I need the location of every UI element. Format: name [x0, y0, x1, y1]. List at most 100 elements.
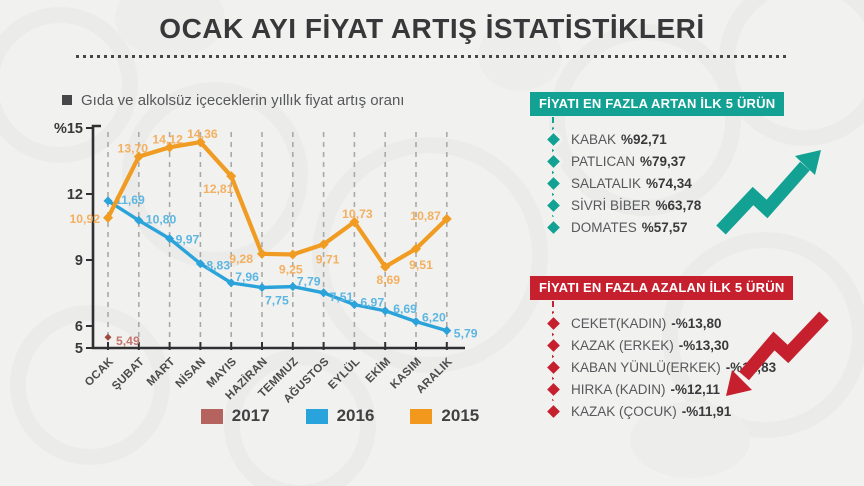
data-point-marker-2015 [195, 137, 206, 148]
data-point-label-2016: 7,79 [297, 275, 321, 289]
data-point-label-2016: 5,79 [454, 327, 478, 341]
product-name: PATLICAN [571, 153, 636, 169]
product-change-value: -%12,11 [670, 381, 721, 397]
diamond-bullet-icon [547, 404, 560, 418]
legend-swatch [200, 408, 223, 424]
chart-legend: 2017 2016 2015 [80, 406, 600, 426]
legend-item-2017: 2017 [200, 406, 270, 426]
top-gainers-panel: FİYATI EN FAZLA ARTAN İLK 5 ÜRÜN KABAK %9… [530, 92, 864, 257]
data-point-label-2016: 9,97 [176, 233, 200, 247]
diamond-bullet-icon [547, 132, 560, 146]
series-line-2016 [107, 199, 448, 333]
data-point-label-2015: 9,51 [409, 258, 433, 272]
data-point-marker-2015 [287, 249, 298, 260]
square-bullet-icon [62, 95, 72, 105]
product-name: SALATALIK [571, 175, 642, 191]
data-point-marker-2016 [380, 306, 390, 316]
data-point-marker-2017 [104, 333, 112, 341]
data-point-label-2017: 5,49 [116, 334, 140, 348]
product-name: KAZAK (ERKEK) [571, 337, 674, 353]
data-point-marker-2016 [103, 196, 113, 206]
product-name: KAZAK (ÇOCUK) [571, 403, 677, 419]
data-point-label-2015: 12,81 [203, 182, 234, 196]
product-list-item: PATLICAN %79,37 [530, 150, 765, 172]
data-point-label-2016: 6,97 [360, 296, 384, 310]
legend-swatch [410, 408, 433, 424]
y-axis-tick-label: %15 [54, 121, 83, 137]
data-point-label-2015: 13,70 [118, 142, 149, 156]
data-point-marker-2015 [257, 248, 267, 259]
data-point-marker-2016 [257, 283, 267, 292]
x-axis-month-label: ŞUBAT [110, 356, 147, 393]
data-point-label-2016: 10,80 [146, 212, 177, 226]
data-point-marker-2016 [411, 317, 421, 327]
product-change-value: %57,57 [641, 219, 688, 235]
data-point-label-2015: 9,28 [229, 252, 253, 266]
product-name: KABAK [571, 131, 617, 147]
page-title: OCAK AYI FİYAT ARTIŞ İSTATİSTİKLERİ [159, 13, 705, 44]
data-point-marker-2016 [288, 282, 298, 292]
data-point-marker-2015 [133, 151, 144, 162]
losers-list: CEKET(KADIN) -%13,80 KAZAK (ERKEK) -%13,30 K… [530, 301, 776, 422]
data-point-label-2016: 7,51 [330, 290, 354, 304]
data-point-marker-2015 [349, 216, 360, 227]
product-change-value: -%11,91 [681, 403, 732, 419]
data-point-marker-2016 [442, 326, 452, 336]
product-change-value: %92,71 [621, 131, 667, 147]
product-change-value: %63,78 [655, 197, 702, 213]
data-point-marker-2015 [164, 142, 175, 153]
product-name: DOMATES [571, 219, 637, 235]
data-point-label-2015: 14,12 [152, 132, 183, 146]
up-trend-arrow-icon [716, 150, 821, 235]
product-change-value: -%13,30 [678, 337, 730, 353]
diamond-bullet-icon [547, 338, 560, 352]
data-point-marker-2016 [349, 300, 359, 310]
losers-header: FİYATI EN FAZLA AZALAN İLK 5 ÜRÜN [530, 276, 794, 300]
dashed-connector-line [552, 301, 554, 411]
chart-subtitle-label: Gıda ve alkolsüz içeceklerin yıllık fiya… [81, 92, 405, 109]
legend-item-2016: 2016 [305, 406, 374, 426]
product-list-item: CEKET(KADIN) -%13,80 [530, 312, 765, 334]
data-point-label-2016: 6,69 [393, 302, 417, 316]
product-change-value: %79,37 [640, 153, 686, 169]
legend-swatch [305, 408, 328, 424]
data-point-marker-2015 [441, 213, 452, 224]
diamond-bullet-icon [547, 316, 560, 330]
down-trend-arrow-icon [726, 311, 829, 396]
x-axis-month-label: EKİM [363, 355, 393, 385]
data-point-label-2015: 9,71 [316, 252, 340, 266]
data-point-label-2016: 7,75 [265, 294, 289, 308]
data-point-label-2015: 8,69 [376, 273, 400, 287]
chart-subtitle: Gıda ve alkolsüz içeceklerin yıllık fiya… [62, 92, 404, 109]
data-point-label-2016: 8,83 [206, 259, 230, 273]
product-list-item: KAZAK (ÇOCUK) -%11,91 [530, 400, 765, 422]
top-losers-panel: FİYATI EN FAZLA AZALAN İLK 5 ÜRÜN CEKET(… [530, 276, 864, 441]
legend-label: 2017 [231, 406, 270, 425]
product-list-item: KAZAK (ERKEK) -%13,30 [530, 334, 765, 356]
product-list-item: KABAK %92,71 [530, 128, 765, 150]
data-point-label-2015: 10,73 [342, 207, 373, 221]
y-axis-tick-label: 5 [75, 341, 83, 357]
data-point-marker-2016 [195, 259, 205, 269]
x-axis-month-label: NİSAN [173, 355, 209, 391]
y-axis-tick-label: 12 [67, 187, 83, 203]
data-point-label-2016: 6,20 [422, 311, 446, 325]
data-point-label-2015: 10,92 [70, 212, 101, 226]
data-point-label-2016: 7,96 [235, 270, 259, 284]
title-dotted-divider [76, 55, 788, 58]
data-point-marker-2016 [165, 234, 175, 244]
legend-item-2015: 2015 [410, 406, 479, 426]
data-point-marker-2015 [226, 171, 237, 182]
product-list-item: SALATALIK %74,34 [530, 172, 765, 194]
price-line-chart: 56912%15OCAKŞUBATMARTNİSANMAYISHAZİRANTE… [54, 121, 478, 406]
diamond-bullet-icon [547, 154, 560, 168]
legend-label: 2015 [441, 406, 480, 425]
product-change-value: %74,34 [646, 175, 692, 191]
product-change-value: -%13,80 [671, 315, 722, 331]
x-axis-month-label: EYLÜL [326, 355, 363, 392]
diamond-bullet-icon [547, 360, 560, 374]
data-point-label-2015: 10,87 [410, 209, 441, 223]
gainers-header: FİYATI EN FAZLA ARTAN İLK 5 ÜRÜN [530, 92, 785, 116]
product-list-item: HIRKA (KADIN) -%12,11 [530, 378, 765, 400]
